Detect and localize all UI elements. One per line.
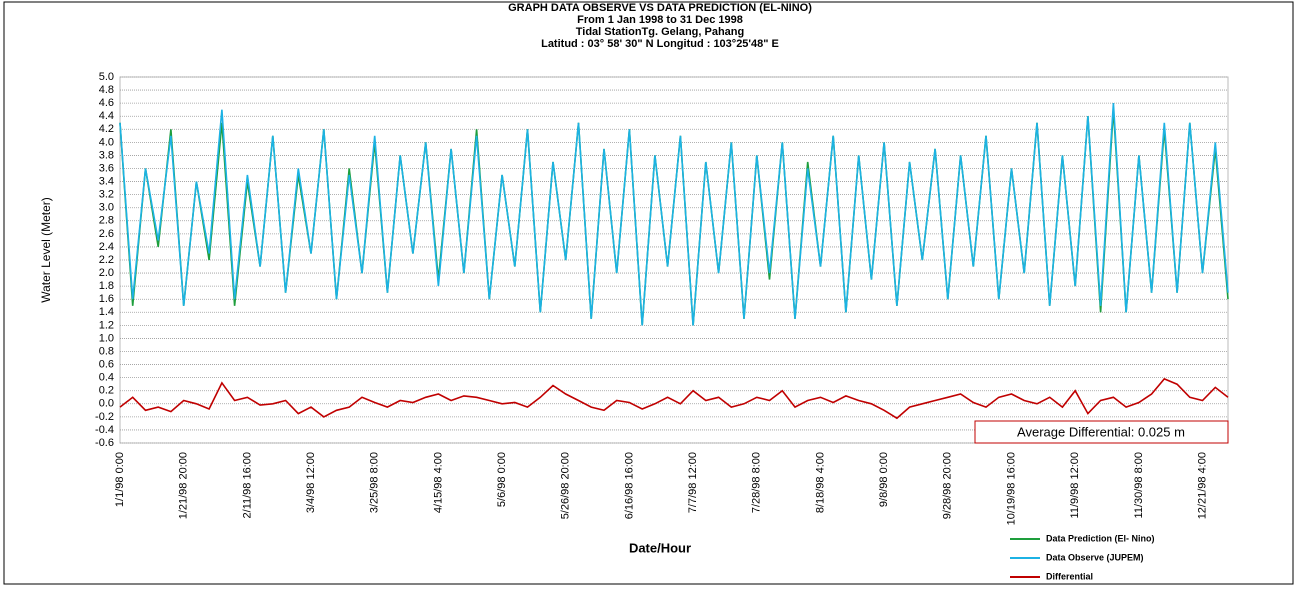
y-tick-label: 3.0 (99, 202, 114, 214)
y-tick-label: 2.4 (99, 241, 114, 253)
y-tick-label: -0.4 (95, 424, 114, 436)
x-tick-label: 9/28/98 20:00 (942, 452, 954, 519)
x-tick-label: 3/25/98 8:00 (369, 452, 381, 513)
y-axis-label: Water Level (Meter) (39, 197, 53, 303)
y-tick-label: 2.0 (99, 267, 114, 279)
legend-label: Data Observe (JUPEM) (1046, 552, 1144, 562)
y-tick-label: 0.6 (99, 358, 114, 370)
x-tick-label: 2/11/98 16:00 (241, 452, 253, 518)
y-tick-label: 3.8 (99, 149, 114, 161)
y-tick-label: 2.6 (99, 228, 114, 240)
chart-title: From 1 Jan 1998 to 31 Dec 1998 (577, 14, 743, 26)
x-tick-label: 5/6/98 0:00 (496, 452, 508, 507)
y-tick-label: 4.6 (99, 97, 114, 109)
x-tick-label: 12/21/98 4:00 (1196, 452, 1208, 519)
y-tick-label: 1.8 (99, 280, 114, 292)
y-tick-label: 1.0 (99, 332, 114, 344)
series-line (119, 103, 1229, 326)
y-tick-label: 4.4 (99, 110, 114, 122)
x-tick-label: 5/26/98 20:00 (560, 452, 572, 519)
y-tick-label: -0.2 (95, 411, 114, 423)
annotation: Average Differential: 0.025 m (1017, 424, 1185, 439)
y-tick-label: 2.8 (99, 215, 114, 227)
legend-label: Differential (1046, 571, 1093, 581)
x-tick-label: 7/7/98 12:00 (687, 452, 699, 513)
x-tick-label: 11/9/98 12:00 (1069, 452, 1081, 518)
y-tick-label: 3.6 (99, 162, 114, 174)
y-tick-label: -0.6 (95, 437, 114, 449)
y-tick-label: 1.4 (99, 306, 114, 318)
y-tick-label: 1.6 (99, 293, 114, 305)
x-tick-label: 11/30/98 8:00 (1133, 452, 1145, 518)
y-tick-label: 5.0 (99, 71, 114, 83)
x-tick-label: 3/4/98 12:00 (305, 452, 317, 513)
y-tick-label: 4.8 (99, 84, 114, 96)
y-tick-label: 0.4 (99, 372, 114, 384)
x-axis-label: Date/Hour (629, 540, 691, 555)
x-tick-label: 9/8/98 0:00 (878, 452, 890, 507)
legend-label: Data Prediction (El- Nino) (1046, 533, 1155, 543)
y-tick-label: 2.2 (99, 254, 114, 266)
x-tick-label: 10/19/98 16:00 (1005, 452, 1017, 525)
chart-title: Latitud : 03° 58' 30" N Longitud : 103°2… (541, 38, 779, 50)
series-line (119, 377, 1229, 420)
chart-title: GRAPH DATA OBSERVE VS DATA PREDICTION (E… (508, 2, 812, 14)
annotation-box (974, 420, 1229, 444)
x-tick-label: 1/21/98 20:00 (178, 452, 190, 519)
y-tick-label: 1.2 (99, 319, 114, 331)
y-tick-label: 3.4 (99, 175, 114, 187)
x-tick-label: 6/16/98 16:00 (623, 452, 635, 519)
y-tick-label: 4.2 (99, 123, 114, 135)
y-tick-label: 0.0 (99, 398, 114, 410)
x-tick-label: 4/15/98 4:00 (432, 452, 444, 513)
x-tick-label: 7/28/98 8:00 (751, 452, 763, 513)
y-tick-label: 0.8 (99, 345, 114, 357)
chart-title: Tidal StationTg. Gelang, Pahang (576, 26, 744, 38)
y-tick-label: 4.0 (99, 136, 114, 148)
x-tick-label: 8/18/98 4:00 (814, 452, 826, 513)
x-tick-label: 1/1/98 0:00 (114, 452, 126, 507)
y-tick-label: 3.2 (99, 189, 114, 201)
y-tick-label: 0.2 (99, 385, 114, 397)
